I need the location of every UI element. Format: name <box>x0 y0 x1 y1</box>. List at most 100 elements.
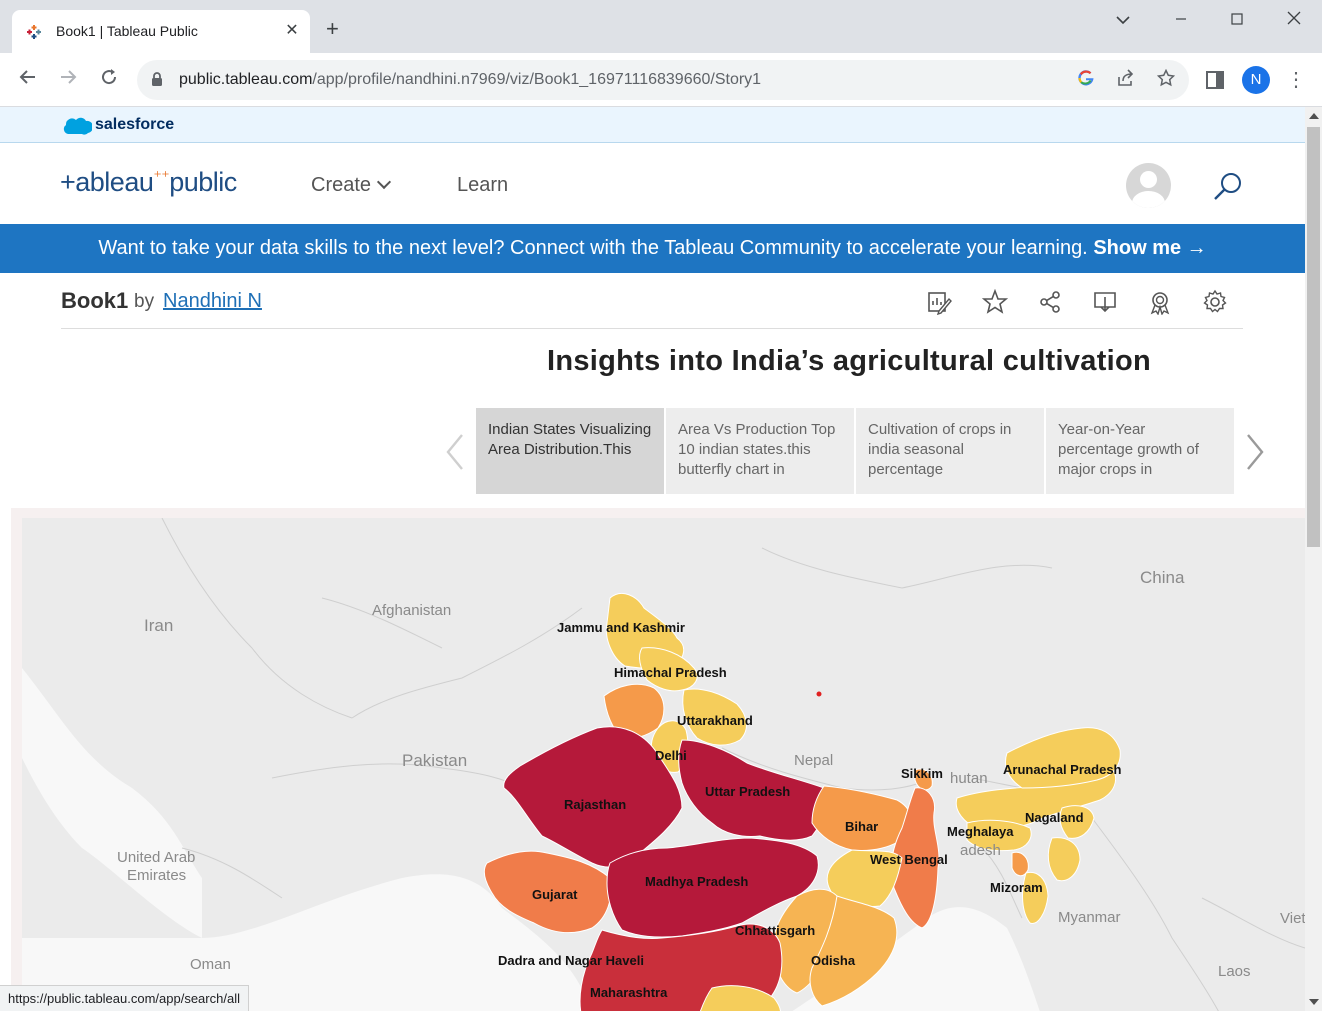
state-label-dadra-nagar-haveli: Dadra and Nagar Haveli <box>498 953 644 968</box>
scroll-down-arrow-icon[interactable] <box>1309 999 1319 1005</box>
state-arunachal-pradesh[interactable] <box>1005 727 1121 789</box>
user-avatar[interactable] <box>1126 163 1171 208</box>
banner-text: Want to take your data skills to the nex… <box>98 237 1088 259</box>
state-label-gujarat: Gujarat <box>532 887 578 902</box>
state-label-sikkim: Sikkim <box>901 766 943 781</box>
country-label-vietnam: Viet <box>1280 910 1305 927</box>
status-bar-url: https://public.tableau.com/app/search/al… <box>0 985 249 1011</box>
edit-copy-icon[interactable] <box>927 289 953 315</box>
address-bar[interactable]: public.tableau.com/app/profile/nandhini.… <box>137 60 1189 100</box>
india-states <box>483 593 1121 1011</box>
scroll-up-arrow-icon[interactable] <box>1309 113 1319 119</box>
tableau-public-logo[interactable]: +ableau⁺⁺public <box>60 167 237 197</box>
state-west-bengal[interactable] <box>890 787 940 929</box>
state-meghalaya[interactable] <box>966 819 1032 852</box>
country-label-oman: Oman <box>190 956 231 973</box>
country-label-afghanistan: Afghanistan <box>372 602 452 619</box>
arabian-sea-water <box>22 874 591 1011</box>
state-jharkhand[interactable] <box>826 849 903 907</box>
settings-gear-icon[interactable] <box>1202 289 1228 315</box>
country-label-china: China <box>1140 568 1185 587</box>
india-choropleth-map[interactable]: Iran Afghanistan Pakistan Nepal China Un… <box>22 518 1305 1011</box>
state-label-west-bengal: West Bengal <box>870 852 948 867</box>
viz-of-the-day-badge-icon[interactable] <box>1147 289 1173 315</box>
story-point-4[interactable]: Year-on-Year percentage growth of major … <box>1046 408 1234 494</box>
community-banner[interactable]: Want to take your data skills to the nex… <box>0 224 1305 273</box>
minimize-icon[interactable] <box>1168 8 1194 34</box>
map-marker-dot <box>816 691 822 697</box>
state-tripura[interactable] <box>1011 851 1029 877</box>
salesforce-bar: salesforce <box>0 107 1305 143</box>
new-tab-icon[interactable]: + <box>326 16 339 41</box>
state-madhya-pradesh[interactable] <box>606 837 819 938</box>
state-uttarakhand[interactable] <box>682 688 747 746</box>
story-prev-arrow-icon[interactable] <box>436 407 476 497</box>
state-telangana[interactable] <box>698 985 782 1011</box>
state-nagaland[interactable] <box>1059 805 1095 839</box>
state-bihar[interactable] <box>811 785 913 851</box>
state-manipur[interactable] <box>1047 837 1081 882</box>
url-text: public.tableau.com/app/profile/nandhini.… <box>179 71 762 88</box>
persian-gulf-water <box>22 668 202 938</box>
share-viz-icon[interactable] <box>1037 289 1063 315</box>
download-icon[interactable] <box>1092 289 1118 315</box>
state-label-jammu-kashmir: Jammu and Kashmir <box>557 620 685 635</box>
workbook-name: Book1 <box>61 288 129 313</box>
tab-title: Book1 | Tableau Public <box>56 23 198 39</box>
state-label-maharashtra: Maharashtra <box>590 985 668 1000</box>
chevron-down-icon <box>376 174 392 190</box>
state-label-arunachal-pradesh: Arunachal Pradesh <box>1003 762 1122 777</box>
state-label-delhi: Delhi <box>655 748 687 763</box>
forward-icon[interactable] <box>55 67 81 93</box>
bookmark-star-icon[interactable] <box>1155 68 1177 91</box>
page-scrollbar[interactable] <box>1305 107 1322 1011</box>
state-label-mizoram: Mizoram <box>990 880 1043 895</box>
country-label-iran: Iran <box>144 616 174 635</box>
browser-menu-icon[interactable]: ⋮ <box>1286 69 1306 91</box>
country-label-nepal: Nepal <box>794 752 834 769</box>
country-label-myanmar: Myanmar <box>1058 909 1121 926</box>
country-label-pakistan: Pakistan <box>402 751 468 770</box>
country-label-laos: Laos <box>1218 963 1251 980</box>
share-icon[interactable] <box>1115 69 1137 91</box>
state-odisha[interactable] <box>809 895 898 1007</box>
favorite-star-icon[interactable] <box>982 289 1008 315</box>
state-label-odisha: Odisha <box>811 953 856 968</box>
story-point-1[interactable]: Indian States Visualizing Area Distribut… <box>476 408 664 494</box>
search-icon[interactable] <box>1212 171 1244 203</box>
nav-learn-link[interactable]: Learn <box>457 174 509 196</box>
tab-search-chevron-icon[interactable] <box>1110 8 1136 34</box>
state-uttar-pradesh[interactable] <box>678 739 829 841</box>
profile-avatar-button[interactable]: N <box>1242 66 1270 94</box>
google-lens-icon[interactable] <box>1075 69 1097 91</box>
tab-close-icon[interactable]: ✕ <box>285 22 299 39</box>
browser-tab[interactable]: Book1 | Tableau Public ✕ <box>12 10 310 53</box>
side-panel-icon[interactable] <box>1206 71 1224 89</box>
show-me-link[interactable]: Show me → <box>1093 237 1207 259</box>
state-label-uttarakhand: Uttarakhand <box>677 713 753 728</box>
state-label-chhattisgarh: Chhattisgarh <box>735 923 816 938</box>
state-label-meghalaya: Meghalaya <box>947 824 1014 839</box>
map-canvas <box>22 518 1305 1011</box>
lock-icon <box>152 72 162 86</box>
story-point-2[interactable]: Area Vs Production Top 10 indian states.… <box>666 408 854 494</box>
state-sikkim[interactable] <box>914 768 933 791</box>
nav-create-menu[interactable]: Create <box>311 174 392 197</box>
story-point-3[interactable]: Cultivation of crops in india seasonal p… <box>856 408 1044 494</box>
reload-icon[interactable] <box>96 67 122 93</box>
state-label-uttar-pradesh: Uttar Pradesh <box>705 784 791 799</box>
close-window-icon[interactable] <box>1281 8 1307 34</box>
state-gujarat[interactable] <box>483 850 612 934</box>
state-himachal-pradesh[interactable] <box>639 647 698 692</box>
story-next-arrow-icon[interactable] <box>1236 407 1276 497</box>
state-mizoram[interactable] <box>1022 871 1049 924</box>
scrollbar-thumb[interactable] <box>1307 127 1320 547</box>
country-label-uae-line1: United Arab <box>117 849 196 866</box>
state-label-bihar: Bihar <box>845 819 879 834</box>
maximize-icon[interactable] <box>1224 8 1250 34</box>
salesforce-cloud-icon[interactable] <box>62 116 92 136</box>
viz-title-row: Book1 by Nandhini N <box>61 273 1243 329</box>
back-icon[interactable] <box>15 67 41 93</box>
salesforce-link[interactable]: salesforce <box>95 116 175 133</box>
author-link[interactable]: Nandhini N <box>163 290 262 312</box>
